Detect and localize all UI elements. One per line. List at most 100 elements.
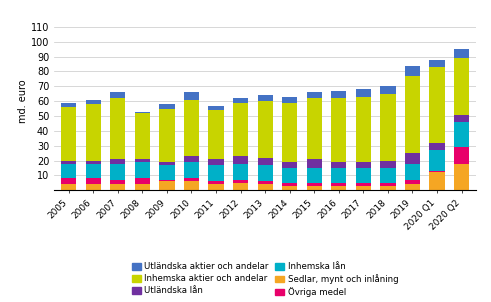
Bar: [135, 178, 150, 184]
Bar: [110, 98, 125, 159]
Bar: [257, 165, 273, 181]
Bar: [184, 92, 199, 100]
Bar: [405, 76, 420, 153]
Bar: [454, 147, 469, 164]
Bar: [405, 184, 420, 190]
Bar: [380, 186, 395, 190]
Legend: Utländska aktier och andelar, Inhemska aktier och andelar, Utländska lån, Inhems: Utländska aktier och andelar, Inhemska a…: [129, 259, 402, 300]
Bar: [380, 168, 395, 183]
Bar: [233, 98, 248, 103]
Bar: [355, 186, 371, 190]
Bar: [331, 98, 346, 162]
Bar: [355, 183, 371, 186]
Bar: [135, 159, 150, 162]
Bar: [429, 150, 444, 171]
Bar: [61, 107, 76, 161]
Bar: [85, 104, 101, 161]
Bar: [110, 164, 125, 180]
Bar: [355, 89, 371, 97]
Bar: [110, 159, 125, 164]
Bar: [429, 172, 444, 190]
Bar: [257, 158, 273, 165]
Bar: [380, 183, 395, 186]
Bar: [454, 114, 469, 122]
Bar: [306, 92, 322, 98]
Bar: [306, 186, 322, 190]
Bar: [159, 109, 175, 162]
Bar: [306, 168, 322, 183]
Bar: [61, 164, 76, 178]
Bar: [85, 178, 101, 184]
Bar: [159, 165, 175, 180]
Bar: [355, 168, 371, 183]
Bar: [282, 162, 297, 168]
Bar: [257, 184, 273, 190]
Bar: [159, 180, 175, 181]
Bar: [454, 49, 469, 58]
Bar: [85, 164, 101, 178]
Bar: [61, 184, 76, 190]
Bar: [159, 181, 175, 190]
Bar: [233, 183, 248, 190]
Bar: [331, 183, 346, 186]
Bar: [257, 101, 273, 158]
Bar: [233, 164, 248, 180]
Bar: [61, 103, 76, 107]
Bar: [306, 159, 322, 168]
Bar: [110, 184, 125, 190]
Bar: [257, 181, 273, 184]
Bar: [454, 58, 469, 114]
Bar: [135, 113, 150, 159]
Bar: [184, 100, 199, 156]
Bar: [331, 186, 346, 190]
Bar: [233, 103, 248, 156]
Bar: [208, 165, 223, 181]
Bar: [306, 183, 322, 186]
Bar: [61, 161, 76, 164]
Bar: [380, 94, 395, 161]
Bar: [159, 104, 175, 109]
Bar: [135, 184, 150, 190]
Bar: [429, 59, 444, 67]
Bar: [233, 180, 248, 183]
Bar: [380, 161, 395, 168]
Bar: [454, 164, 469, 190]
Bar: [405, 180, 420, 184]
Bar: [282, 168, 297, 183]
Bar: [61, 178, 76, 184]
Bar: [405, 164, 420, 180]
Bar: [429, 143, 444, 150]
Bar: [85, 100, 101, 104]
Bar: [85, 161, 101, 164]
Bar: [282, 97, 297, 103]
Bar: [184, 156, 199, 162]
Bar: [355, 97, 371, 162]
Bar: [331, 91, 346, 98]
Bar: [208, 181, 223, 184]
Bar: [85, 184, 101, 190]
Bar: [135, 162, 150, 178]
Bar: [159, 162, 175, 165]
Y-axis label: md. euro: md. euro: [18, 79, 28, 123]
Bar: [282, 186, 297, 190]
Bar: [257, 95, 273, 101]
Bar: [405, 153, 420, 164]
Bar: [208, 184, 223, 190]
Bar: [429, 67, 444, 143]
Bar: [233, 156, 248, 164]
Bar: [331, 162, 346, 168]
Bar: [282, 183, 297, 186]
Bar: [184, 162, 199, 178]
Bar: [454, 122, 469, 147]
Bar: [380, 86, 395, 94]
Bar: [306, 98, 322, 159]
Bar: [429, 171, 444, 172]
Bar: [208, 110, 223, 159]
Bar: [355, 162, 371, 168]
Bar: [208, 159, 223, 165]
Bar: [110, 180, 125, 184]
Bar: [184, 181, 199, 190]
Bar: [282, 103, 297, 162]
Bar: [208, 106, 223, 110]
Bar: [110, 92, 125, 98]
